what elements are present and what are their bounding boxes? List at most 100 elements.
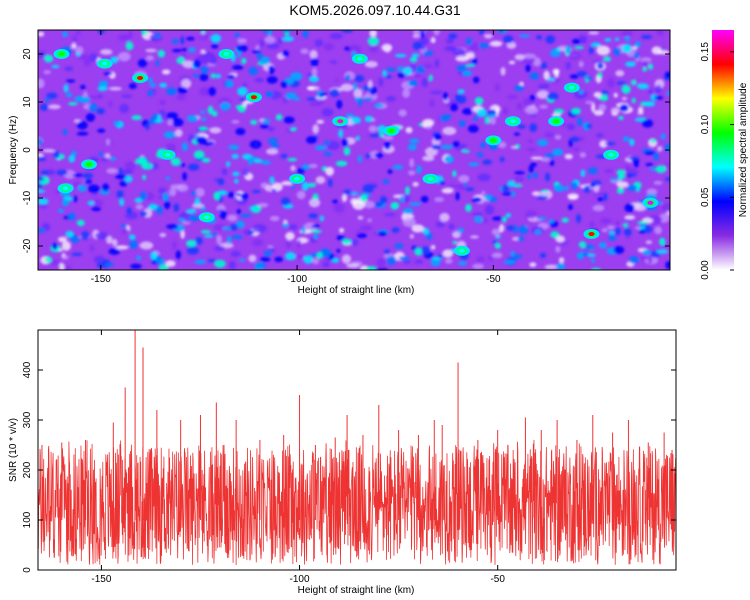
spectrogram-texture [353,88,363,99]
spectrogram-texture [452,170,457,178]
spectrogram-texture [83,58,91,67]
spectrogram-texture [230,223,238,231]
spectrogram-texture [529,262,537,268]
spectrogram-texture [540,189,549,193]
spectrogram-texture [248,206,259,211]
spectrogram-texture [61,255,70,260]
spectrogram-texture [234,32,240,39]
spectrogram-texture [264,36,276,44]
spectrogram-texture [384,249,391,255]
spectrogram-texture [544,264,559,270]
spectrogram-texture [165,176,171,181]
spectrogram-texture [491,252,503,259]
spectrogram-texture [213,191,221,201]
spectrogram-texture [548,219,555,224]
spectrogram-texture [162,192,169,202]
spectrogram-texture [77,53,89,60]
spectrogram-texture [656,249,669,254]
spectrogram-texture [248,254,257,263]
spectrogram-texture [361,97,374,101]
spectrogram-texture [597,196,604,202]
spectrogram-texture [457,89,465,94]
spectrogram-texture [72,173,84,177]
spectrogram-texture [307,86,315,91]
spectrogram-texture [121,94,133,98]
spectrogram-texture [230,251,241,257]
spectrogram-texture [549,159,555,167]
spectrogram-texture [448,223,455,230]
spectrogram-texture [607,78,615,88]
spectrogram-texture [618,115,624,121]
spectrogram-texture [411,224,425,233]
spectrogram-texture [538,83,550,90]
spectrogram-texture [170,184,184,190]
spectrogram-texture [502,107,509,115]
spectrogram-texture [477,173,491,182]
spectrogram-texture [341,193,348,202]
spectrogram-texture [80,84,86,90]
spectrogram-texture [301,164,311,170]
spectrogram-texture [344,46,351,51]
spectrogram-texture [526,174,532,180]
spectrogram-texture [484,116,490,125]
spectrogram-texture [215,73,222,79]
spectrogram-texture [544,172,551,182]
spectrogram-texture [182,171,187,181]
spectrogram-texture [434,197,445,203]
spectrogram-texture [240,98,246,103]
spectrogram-texture [95,231,109,240]
spectrogram-texture [555,262,566,270]
spectrogram-texture [346,263,360,269]
spectrogram-texture [487,113,497,118]
spectrogram-texture [582,251,589,257]
spectrogram-texture [435,221,445,228]
spectrogram-texture [140,191,148,201]
spectrogram-texture [48,104,61,110]
spectrogram-texture [622,223,629,228]
spectrogram-texture [374,152,384,159]
spectrogram-texture [624,36,630,42]
spectrogram-texture [644,150,656,155]
spectrogram-texture [578,88,584,95]
spectrogram-texture [212,232,217,237]
spectrogram-texture [382,70,387,77]
spectrogram-texture [452,141,460,148]
spectrogram-texture [600,218,612,224]
spectrogram-texture [211,43,219,49]
spectrogram-texture [391,227,400,233]
spectrogram-texture [368,125,378,133]
snr-xtick-label: -150 [91,574,111,585]
spectrogram-texture [303,255,314,264]
spectrogram-ytick-label: 10 [22,96,33,108]
spectrogram-texture [235,104,244,109]
spectrogram-texture [309,163,318,169]
spectrogram-texture [216,234,222,245]
spectrogram-texture [188,214,200,222]
spectrogram-texture [252,238,264,247]
spectrogram-texture [613,246,625,254]
spectrogram-texture [465,187,475,192]
spectrogram-texture [553,108,565,115]
spectrogram-texture [379,196,388,204]
spectrogram-texture [169,188,177,197]
spectrogram-texture [379,131,385,138]
spectrogram-texture [433,30,440,36]
spectrogram-texture [444,258,453,264]
spectrogram-texture [402,217,416,228]
spectrogram-texture [457,261,468,266]
spectrogram-texture [621,30,633,37]
spectrogram-texture [426,232,433,241]
spectrogram-texture [456,227,465,234]
spectrogram-texture [625,61,636,67]
spectrogram-texture [336,99,343,109]
spectrogram-texture [534,229,541,236]
spectrogram-texture [495,83,500,92]
spectrogram-texture [227,74,235,79]
spectrogram-texture [540,157,551,162]
spectrogram-texture [243,228,248,236]
spectrogram-texture [491,216,503,221]
spectrogram-texture [634,117,644,122]
spectrogram-texture [313,233,319,240]
spectrogram-texture [38,189,46,193]
spectrogram-texture [106,167,119,174]
